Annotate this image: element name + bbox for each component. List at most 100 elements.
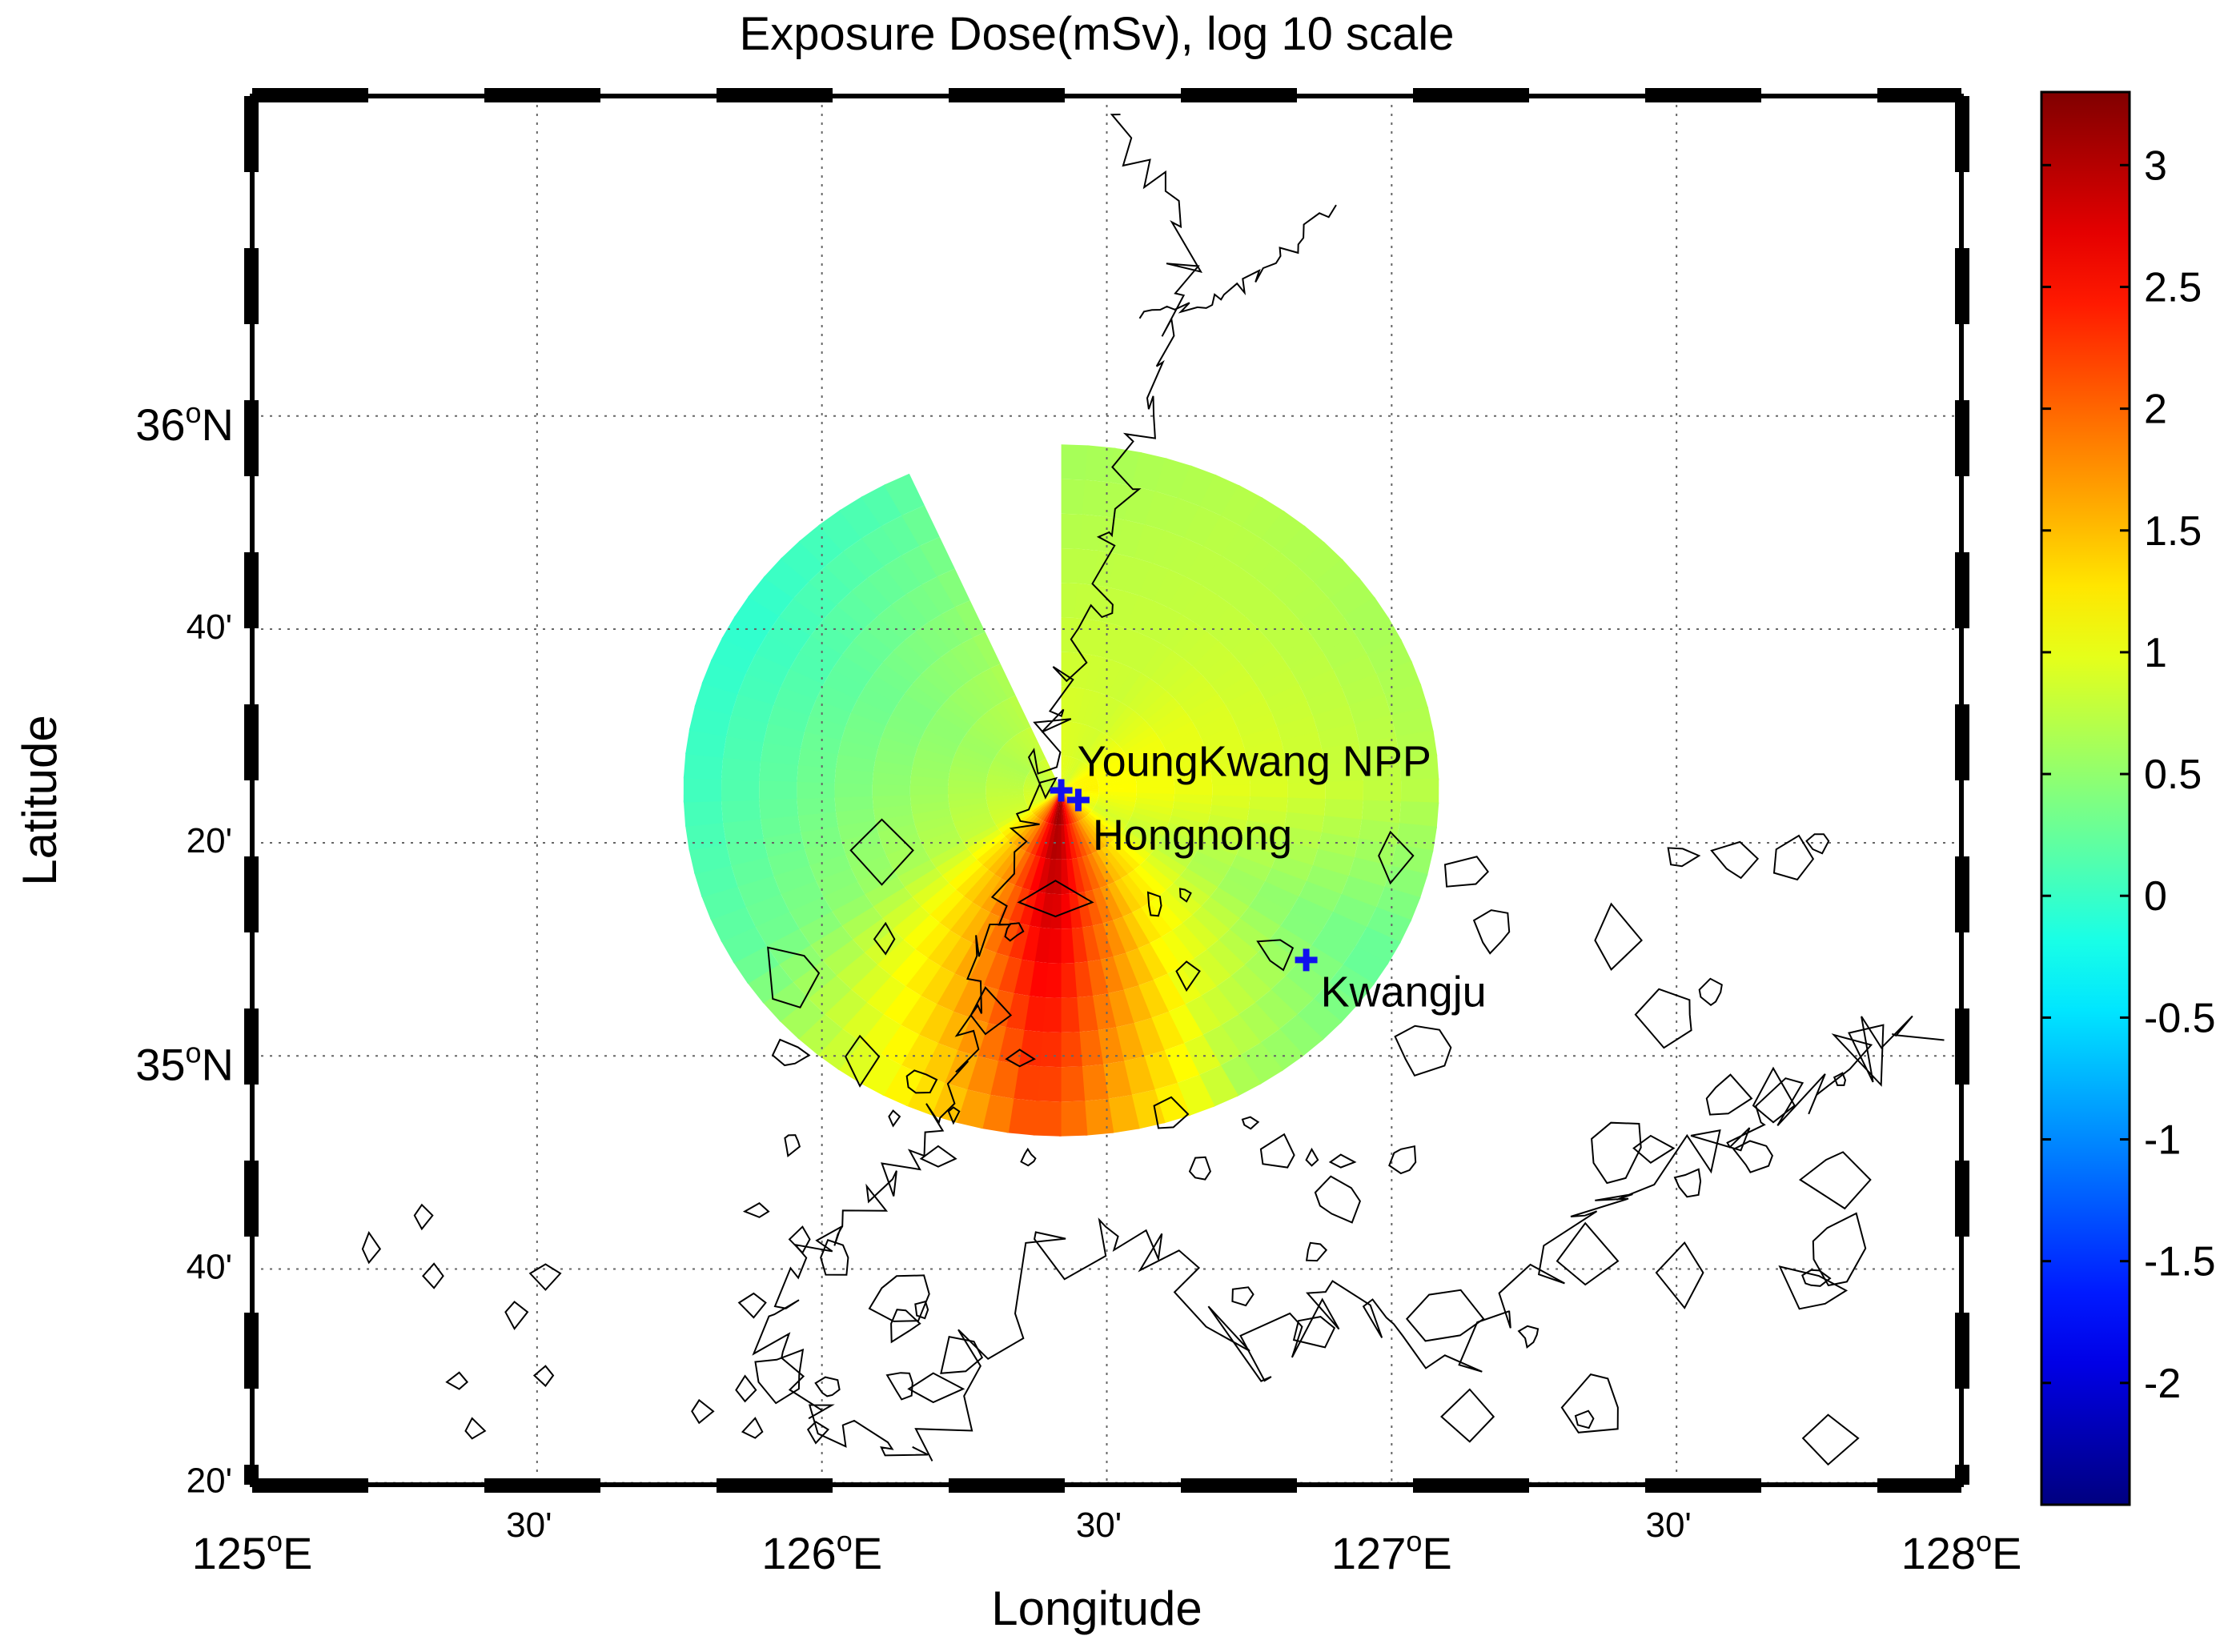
dose-cell — [1112, 916, 1138, 953]
dose-cell — [1167, 576, 1203, 615]
dose-cell — [1046, 790, 1062, 824]
island-outline — [888, 1109, 901, 1128]
island-outline — [1673, 1168, 1702, 1198]
dose-cell — [1391, 844, 1434, 876]
dose-cell — [1286, 582, 1331, 622]
dose-cell — [1039, 892, 1054, 928]
dose-cell — [1050, 893, 1062, 929]
coastline-path — [914, 1015, 1945, 1462]
dose-cell — [1169, 815, 1208, 834]
dose-cell — [1033, 1101, 1062, 1137]
dose-cell — [935, 848, 972, 876]
dose-cell — [1091, 851, 1114, 886]
dose-cell — [1201, 896, 1240, 930]
dose-cell — [1107, 664, 1134, 700]
dose-cell — [1169, 537, 1205, 578]
island-outline — [1405, 1289, 1485, 1342]
frame-check — [252, 1478, 368, 1493]
dose-cell — [721, 615, 768, 654]
dose-cell — [1044, 963, 1062, 998]
dose-cell — [1247, 754, 1287, 773]
dose-cell — [781, 668, 825, 700]
frame-check — [1955, 96, 1969, 172]
dose-cell — [961, 637, 991, 673]
dose-cell — [1070, 927, 1088, 964]
island-outline — [1440, 1388, 1495, 1443]
dose-cell — [1108, 553, 1136, 591]
dose-cell — [1348, 694, 1392, 725]
dose-cell — [765, 927, 811, 964]
dose-cell — [1342, 946, 1389, 985]
dose-cell — [983, 916, 1010, 953]
dose-cell — [1160, 930, 1194, 968]
dose-cell — [1321, 816, 1363, 840]
island-outline — [885, 1372, 913, 1401]
dose-cell — [745, 892, 790, 927]
dose-cell — [914, 815, 953, 833]
dose-cell — [793, 580, 838, 620]
dose-cell — [986, 796, 1025, 808]
dose-cell — [798, 910, 842, 945]
dose-cell — [949, 764, 989, 779]
dose-cell — [1391, 706, 1434, 738]
dose-cell — [1122, 632, 1151, 669]
dose-cell — [881, 1065, 923, 1107]
dose-cell — [1245, 591, 1287, 630]
dose-cell — [864, 876, 905, 907]
dose-cell — [1261, 510, 1306, 553]
dose-cell — [914, 747, 954, 766]
dose-cell — [1230, 699, 1272, 727]
dose-cell — [1012, 816, 1039, 847]
island-outline — [504, 1301, 529, 1330]
dose-cell — [1281, 826, 1322, 851]
dose-cell — [1225, 686, 1266, 716]
dose-cell — [1076, 820, 1097, 854]
frame-check — [1955, 248, 1969, 324]
dose-cell — [962, 824, 999, 848]
dose-cell — [972, 672, 1002, 707]
dose-cell — [948, 786, 986, 794]
dose-cell — [1132, 637, 1162, 674]
dose-cell — [834, 795, 873, 812]
island-outline — [1732, 1140, 1774, 1173]
dose-cell — [1192, 641, 1230, 676]
site-marker: Kwangju — [1295, 948, 1487, 1016]
dose-cell — [779, 597, 825, 636]
dose-cell — [1071, 724, 1088, 758]
dose-cell — [909, 793, 949, 805]
dose-cell — [1134, 765, 1174, 779]
island-outline — [1634, 988, 1692, 1049]
dose-cell — [920, 965, 955, 1004]
dose-cell — [1099, 884, 1123, 921]
island-outline — [1772, 834, 1815, 881]
dose-cell — [1061, 767, 1091, 791]
dose-cell — [821, 938, 865, 976]
frame-check — [1645, 1478, 1761, 1493]
dose-cell — [1098, 783, 1137, 790]
dose-cell — [877, 736, 918, 757]
island-outline — [788, 1225, 811, 1254]
frame-check — [244, 96, 259, 172]
dose-cell — [1026, 790, 1062, 806]
dose-cell — [1184, 506, 1222, 547]
dose-cell — [1096, 848, 1122, 883]
dose-cell — [949, 643, 982, 679]
coastline-path — [752, 114, 1203, 1457]
dose-cell — [1021, 729, 1044, 761]
dose-cell — [1134, 864, 1166, 897]
dose-cell — [1001, 698, 1026, 732]
dose-cell — [1322, 742, 1363, 767]
dose-cell — [1366, 907, 1412, 944]
dose-cell — [1271, 854, 1313, 883]
dose-cell — [1153, 569, 1187, 608]
colorbar-tick-label: 2.5 — [2144, 264, 2202, 311]
frame-check — [244, 552, 259, 628]
dose-cell — [1002, 744, 1034, 769]
dose-cell — [1028, 790, 1062, 810]
dose-cell — [930, 712, 968, 739]
dose-cell — [1184, 996, 1222, 1036]
latitude-tick-label: 36oN — [135, 396, 234, 450]
coastline-path — [1138, 204, 1337, 319]
dose-cell — [759, 779, 797, 800]
dose-cell — [1196, 842, 1237, 868]
